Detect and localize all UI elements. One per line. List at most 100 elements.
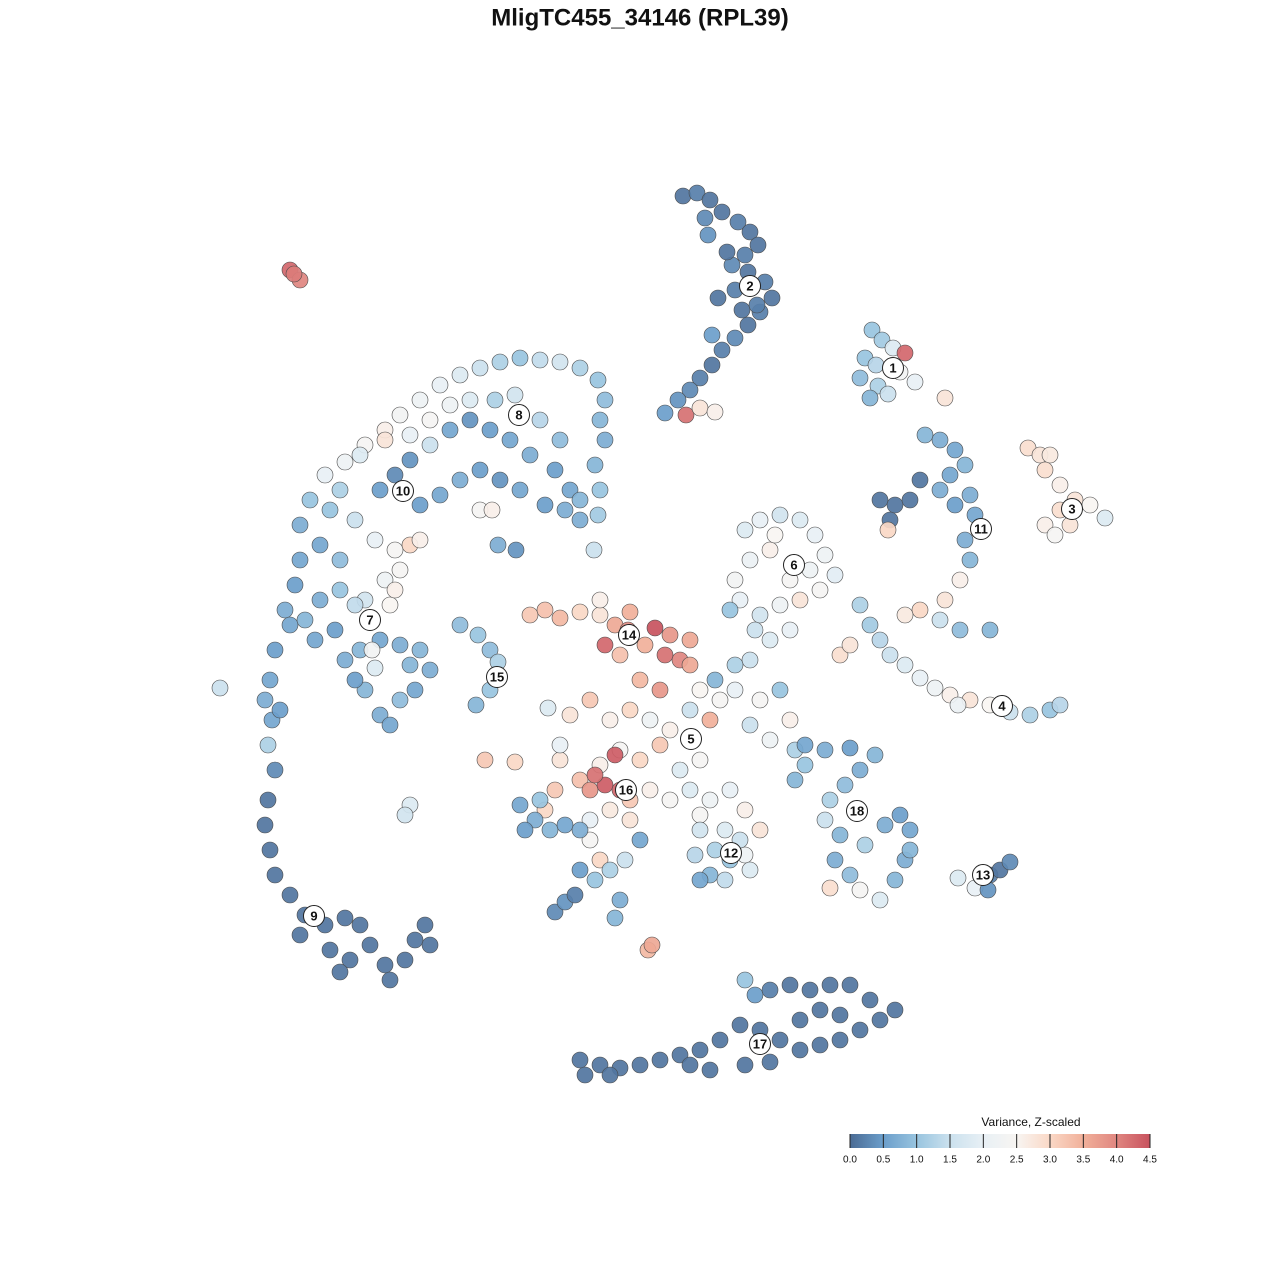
colorbar-tick-label: 4.0 (1110, 1155, 1124, 1166)
point (589, 371, 607, 389)
point (531, 791, 549, 809)
point (341, 951, 359, 969)
cluster-label: 10 (396, 483, 410, 498)
point (781, 621, 799, 639)
point (606, 746, 624, 764)
cluster-label-badge (1061, 498, 1083, 520)
point (511, 481, 529, 499)
point (361, 936, 379, 954)
point (366, 531, 384, 549)
point (701, 1061, 719, 1079)
point (763, 289, 781, 307)
point (739, 316, 757, 334)
point (661, 791, 679, 809)
point (641, 711, 659, 729)
point (786, 771, 804, 789)
point (851, 881, 869, 899)
point (796, 736, 814, 754)
point (551, 431, 569, 449)
point (571, 861, 589, 879)
point (691, 369, 709, 387)
point (841, 976, 859, 994)
point (511, 796, 529, 814)
point (701, 191, 719, 209)
cluster-label-badge (783, 554, 805, 576)
point (691, 871, 709, 889)
point (531, 351, 549, 369)
point (631, 671, 649, 689)
point (421, 661, 439, 679)
point (326, 621, 344, 639)
point (285, 265, 303, 283)
point (836, 776, 854, 794)
point (396, 806, 414, 824)
cluster-label-badge (615, 779, 637, 801)
point (856, 836, 874, 854)
point (826, 566, 844, 584)
cluster-label: 3 (1068, 501, 1075, 516)
point (536, 496, 554, 514)
point (866, 746, 884, 764)
point (546, 781, 564, 799)
point (461, 391, 479, 409)
point (259, 736, 277, 754)
point (521, 606, 539, 624)
point (391, 636, 409, 654)
point (691, 821, 709, 839)
point (861, 389, 879, 407)
point (506, 753, 524, 771)
point (871, 631, 889, 649)
point (766, 526, 784, 544)
point (591, 591, 609, 609)
point (331, 551, 349, 569)
point (641, 781, 659, 799)
point (551, 609, 569, 627)
point (421, 436, 439, 454)
point (961, 551, 979, 569)
point (386, 466, 404, 484)
point (591, 851, 609, 869)
point (561, 706, 579, 724)
cluster-label: 6 (790, 557, 797, 572)
point (491, 353, 509, 371)
point (691, 806, 709, 824)
point (276, 601, 294, 619)
point (721, 781, 739, 799)
point (741, 651, 759, 669)
point (718, 243, 736, 261)
point (471, 461, 489, 479)
point (1051, 696, 1069, 714)
point (911, 471, 929, 489)
point (571, 491, 589, 509)
point (669, 391, 687, 409)
point (259, 791, 277, 809)
point (401, 656, 419, 674)
point (831, 1006, 849, 1024)
point (571, 511, 589, 529)
point (411, 641, 429, 659)
point (551, 353, 569, 371)
point (688, 184, 706, 202)
cluster-label: 16 (619, 782, 633, 797)
point (791, 591, 809, 609)
point (726, 571, 744, 589)
point (831, 826, 849, 844)
point (691, 399, 709, 417)
point (931, 431, 949, 449)
point (851, 761, 869, 779)
point (949, 869, 967, 887)
point (851, 369, 869, 387)
point (551, 751, 569, 769)
point (581, 811, 599, 829)
point (961, 486, 979, 504)
cluster-label: 8 (515, 407, 522, 422)
point (536, 601, 554, 619)
point (801, 981, 819, 999)
cluster-label: 9 (310, 908, 317, 923)
point (661, 721, 679, 739)
point (406, 681, 424, 699)
point (886, 1001, 904, 1019)
point (281, 886, 299, 904)
point (351, 916, 369, 934)
